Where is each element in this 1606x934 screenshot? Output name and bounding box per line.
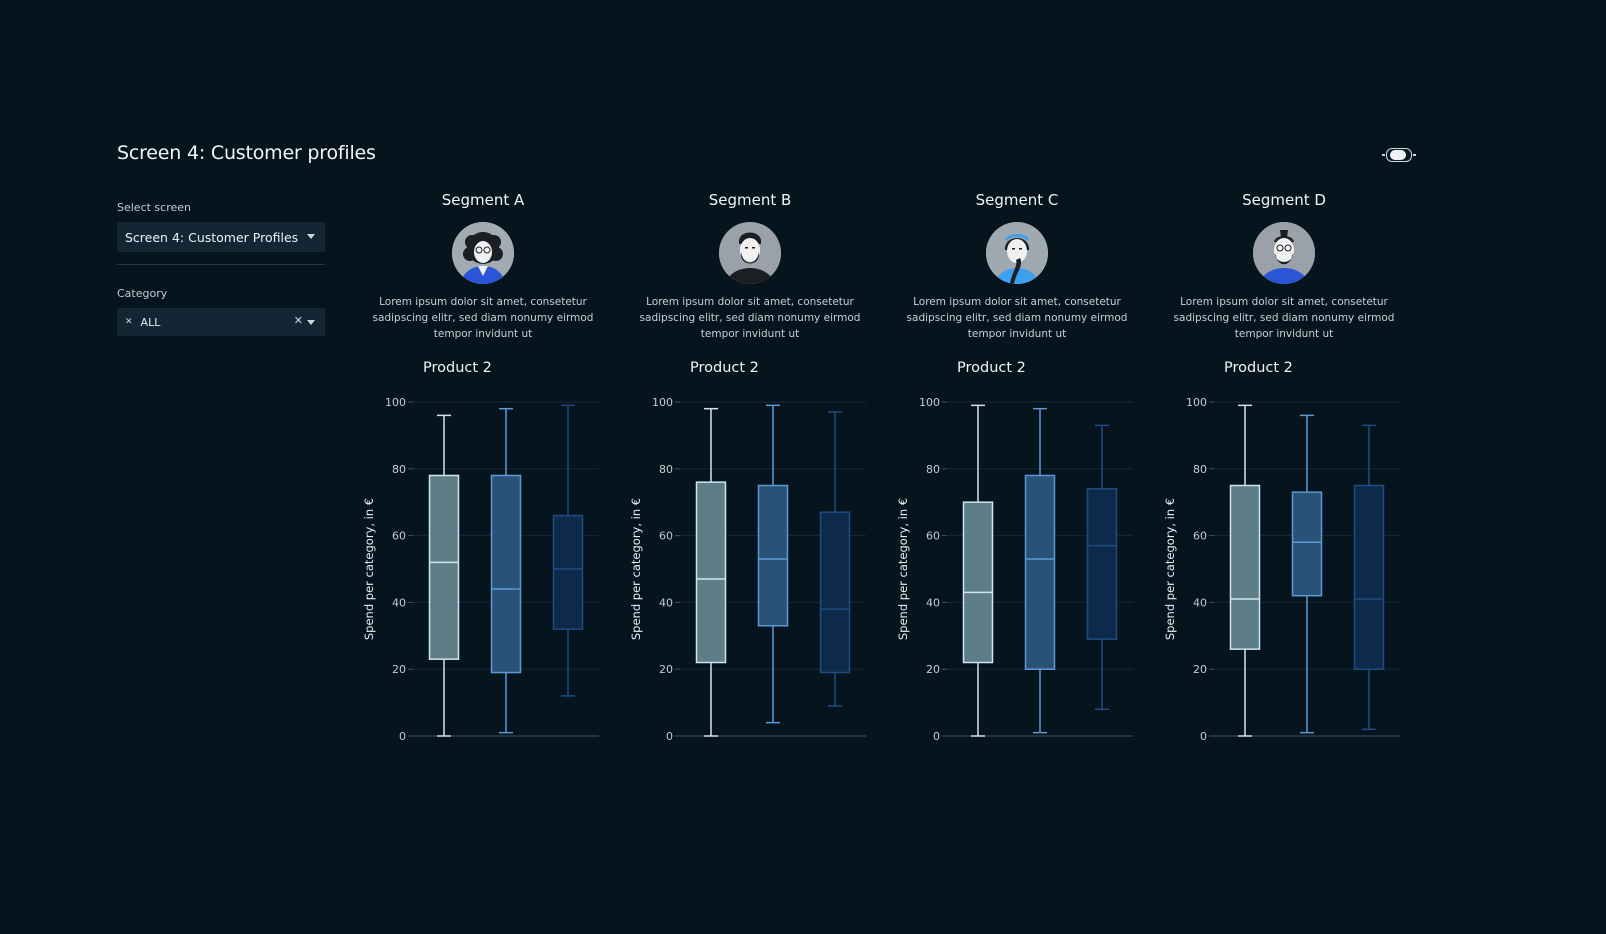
y-tick-label: 20 xyxy=(392,663,406,676)
theme-toggle[interactable] xyxy=(1382,148,1416,162)
chart-title: Product 2 xyxy=(690,360,759,376)
segment-title: Segment B xyxy=(708,191,792,209)
box-2[interactable] xyxy=(490,407,522,734)
y-tick-label: 20 xyxy=(926,663,940,676)
category-chip: ALL xyxy=(140,315,161,329)
box-iqr xyxy=(1353,484,1385,670)
screen-dropdown-value: Screen 4: Customer Profiles xyxy=(125,229,299,245)
boxplot-chart-a: 0 20 40 60 80 100 Spend per category, in € xyxy=(363,396,599,743)
y-tick-label: 80 xyxy=(392,463,406,476)
sun-ray-icon xyxy=(1382,154,1385,156)
boxplot-chart-c: 0 20 40 60 80 100 Spend per category, in € xyxy=(897,396,1133,743)
box-iqr xyxy=(490,474,522,674)
avatar-woman-curly-hair-glasses-icon xyxy=(452,222,514,284)
chart-title: Product 2 xyxy=(957,360,1026,376)
y-tick-label: 40 xyxy=(926,596,940,609)
y-tick-label: 0 xyxy=(1200,730,1207,743)
y-tick-label: 80 xyxy=(659,463,673,476)
box-iqr xyxy=(695,481,727,664)
y-tick-label: 80 xyxy=(1193,463,1207,476)
segment-description: Lorem ipsum dolor sit amet, consetetur s… xyxy=(1173,296,1395,340)
box-1[interactable] xyxy=(695,407,727,737)
y-tick-label: 60 xyxy=(926,530,940,543)
box-iqr xyxy=(962,501,994,664)
box-iqr xyxy=(552,514,584,630)
box-2[interactable] xyxy=(1024,407,1056,734)
chevron-down-icon[interactable] xyxy=(307,320,315,325)
avatar-woman-headband-braid-icon xyxy=(986,222,1048,284)
box-iqr xyxy=(757,484,789,627)
box-3[interactable] xyxy=(1353,424,1385,731)
segment-description: Lorem ipsum dolor sit amet, consetetur s… xyxy=(372,296,594,340)
avatar xyxy=(452,222,514,284)
box-1[interactable] xyxy=(428,414,460,737)
y-tick-label: 40 xyxy=(659,596,673,609)
sidebar: Select screen Screen 4: Customer Profile… xyxy=(117,201,325,336)
segment-description: Lorem ipsum dolor sit amet, consetetur s… xyxy=(639,296,861,340)
avatar xyxy=(1253,222,1315,284)
segment-d: Segment D Lorem ipsum dolor sit amet, co… xyxy=(1164,190,1404,342)
sun-ray-icon xyxy=(1413,154,1416,156)
y-tick-label: 100 xyxy=(385,396,406,409)
box-iqr xyxy=(1024,474,1056,670)
box-2[interactable] xyxy=(1291,414,1323,734)
y-axis-label: Spend per category, in € xyxy=(363,498,376,640)
clear-icon[interactable]: ✕ xyxy=(293,314,303,327)
segment-title: Segment D xyxy=(1242,191,1326,209)
box-3[interactable] xyxy=(1086,424,1118,711)
y-tick-label: 0 xyxy=(933,730,940,743)
y-axis-label: Spend per category, in € xyxy=(630,498,643,640)
box-iqr xyxy=(428,474,460,660)
y-tick-label: 0 xyxy=(399,730,406,743)
segment-title: Segment C xyxy=(975,191,1059,209)
avatar-man-glasses-beard-icon xyxy=(1253,222,1315,284)
select-screen-label: Select screen xyxy=(117,201,191,214)
box-iqr xyxy=(1086,488,1118,640)
y-axis-label: Spend per category, in € xyxy=(1164,498,1177,640)
box-2[interactable] xyxy=(757,404,789,724)
chevron-down-icon[interactable] xyxy=(307,234,315,239)
y-tick-label: 20 xyxy=(659,663,673,676)
divider xyxy=(117,264,325,265)
y-tick-label: 20 xyxy=(1193,663,1207,676)
chart-title: Product 2 xyxy=(423,360,492,376)
avatar xyxy=(719,222,781,284)
box-3[interactable] xyxy=(552,404,584,697)
segment-title: Segment A xyxy=(441,191,525,209)
category-multiselect[interactable]: ✕ ALL ✕ xyxy=(117,308,325,336)
y-tick-label: 60 xyxy=(1193,530,1207,543)
avatar-man-beard-icon xyxy=(719,222,781,284)
y-tick-label: 100 xyxy=(1186,396,1207,409)
screen-dropdown[interactable]: Screen 4: Customer Profiles xyxy=(117,222,325,252)
boxplot-chart-b: 0 20 40 60 80 100 Spend per category, in € xyxy=(630,396,866,743)
segment-description: Lorem ipsum dolor sit amet, consetetur s… xyxy=(906,296,1128,340)
y-tick-label: 40 xyxy=(392,596,406,609)
segment-a: Segment A Lorem ipsum dolor sit amet, co… xyxy=(363,190,603,342)
box-iqr xyxy=(1291,491,1323,597)
box-3[interactable] xyxy=(819,411,851,707)
avatar xyxy=(986,222,1048,284)
chart-title: Product 2 xyxy=(1224,360,1293,376)
box-iqr xyxy=(819,511,851,674)
category-label: Category xyxy=(117,287,168,300)
toggle-knob xyxy=(1390,150,1406,160)
y-tick-label: 0 xyxy=(666,730,673,743)
y-tick-label: 60 xyxy=(392,530,406,543)
y-tick-label: 60 xyxy=(659,530,673,543)
boxplot-chart-d: 0 20 40 60 80 100 Spend per category, in € xyxy=(1164,396,1400,743)
remove-chip-icon[interactable]: ✕ xyxy=(125,317,133,327)
box-1[interactable] xyxy=(962,404,994,737)
segment-c: Segment C Lorem ipsum dolor sit amet, co… xyxy=(897,190,1137,342)
y-tick-label: 100 xyxy=(652,396,673,409)
page-title: Screen 4: Customer profiles xyxy=(117,142,376,164)
y-axis-label: Spend per category, in € xyxy=(897,498,910,640)
y-tick-label: 100 xyxy=(919,396,940,409)
segment-b: Segment B Lorem ipsum dolor sit amet, co… xyxy=(630,190,870,342)
box-1[interactable] xyxy=(1229,404,1261,737)
y-tick-label: 40 xyxy=(1193,596,1207,609)
box-iqr xyxy=(1229,484,1261,650)
y-tick-label: 80 xyxy=(926,463,940,476)
